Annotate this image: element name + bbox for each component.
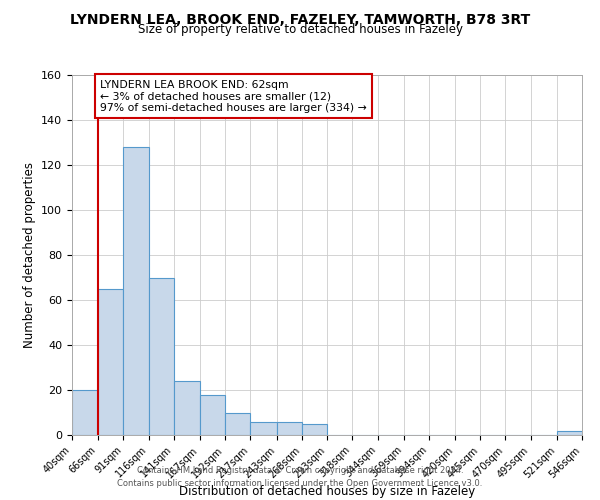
Bar [225, 412, 250, 435]
Text: LYNDERN LEA, BROOK END, FAZELEY, TAMWORTH, B78 3RT: LYNDERN LEA, BROOK END, FAZELEY, TAMWORT… [70, 12, 530, 26]
Bar [302, 424, 327, 435]
Bar [250, 422, 277, 435]
Text: Contains HM Land Registry data © Crown copyright and database right 2024.
Contai: Contains HM Land Registry data © Crown c… [118, 466, 482, 487]
Bar [174, 381, 200, 435]
Text: LYNDERN LEA BROOK END: 62sqm
← 3% of detached houses are smaller (12)
97% of sem: LYNDERN LEA BROOK END: 62sqm ← 3% of det… [100, 80, 367, 112]
Bar [72, 390, 98, 435]
X-axis label: Distribution of detached houses by size in Fazeley: Distribution of detached houses by size … [179, 485, 475, 498]
Bar [200, 394, 225, 435]
Y-axis label: Number of detached properties: Number of detached properties [23, 162, 35, 348]
Bar [149, 278, 174, 435]
Bar [277, 422, 302, 435]
Bar [98, 289, 124, 435]
Bar [124, 147, 149, 435]
Bar [557, 430, 582, 435]
Text: Size of property relative to detached houses in Fazeley: Size of property relative to detached ho… [137, 22, 463, 36]
